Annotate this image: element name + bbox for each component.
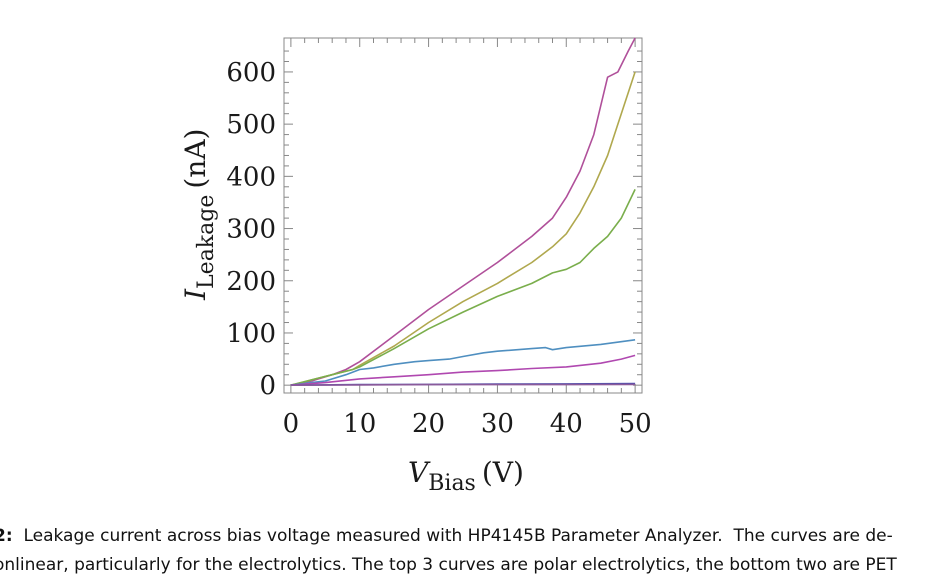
series-line-3 [290, 189, 636, 386]
y-tick-label: 600 [226, 58, 276, 88]
figure-caption-line-1: 2: Leakage current across bias voltage m… [0, 522, 925, 550]
x-tick-label: 50 [619, 409, 652, 439]
y-tick-label: 200 [226, 267, 276, 297]
x-tick-label: 30 [481, 409, 514, 439]
x-tick-label: 10 [343, 409, 376, 439]
y-tick-label: 100 [226, 319, 276, 349]
tick-mark-layer [284, 38, 642, 393]
plot-frame [283, 37, 643, 394]
y-axis-label: ILeakage (nA) [179, 129, 219, 301]
x-tick-label: 0 [283, 409, 300, 439]
x-axis-label-main: V [408, 456, 431, 489]
series-line-5 [290, 354, 636, 386]
series-layer [290, 37, 636, 386]
y-tick-label: 500 [226, 110, 276, 140]
y-tick-label: 400 [226, 162, 276, 192]
y-tick-label: 300 [226, 215, 276, 245]
series-line-7 [290, 383, 636, 386]
caption-text-1: Leakage current across bias voltage meas… [12, 526, 893, 546]
series-line-2 [290, 71, 636, 386]
plot-frame-layer [283, 37, 643, 394]
x-axis-label-sub: Bias [428, 471, 476, 496]
series-line-1 [290, 37, 636, 386]
x-tick-label: 40 [550, 409, 583, 439]
caption-figure-label: 2: [0, 526, 13, 546]
figure-caption-line-2: onlinear, particularly for the electroly… [0, 551, 925, 579]
x-axis-label: VBias (V) [408, 456, 524, 496]
x-tick-label: 20 [412, 409, 445, 439]
x-axis-label-unit: (V) [482, 456, 524, 489]
y-axis-label-unit: (nA) [179, 129, 212, 189]
y-tick-label: 0 [259, 371, 276, 401]
y-axis-label-sub: Leakage [194, 195, 219, 289]
series-line-4 [290, 339, 636, 386]
y-axis-label-main: I [179, 288, 212, 301]
caption-text-2: onlinear, particularly for the electroly… [0, 555, 897, 575]
